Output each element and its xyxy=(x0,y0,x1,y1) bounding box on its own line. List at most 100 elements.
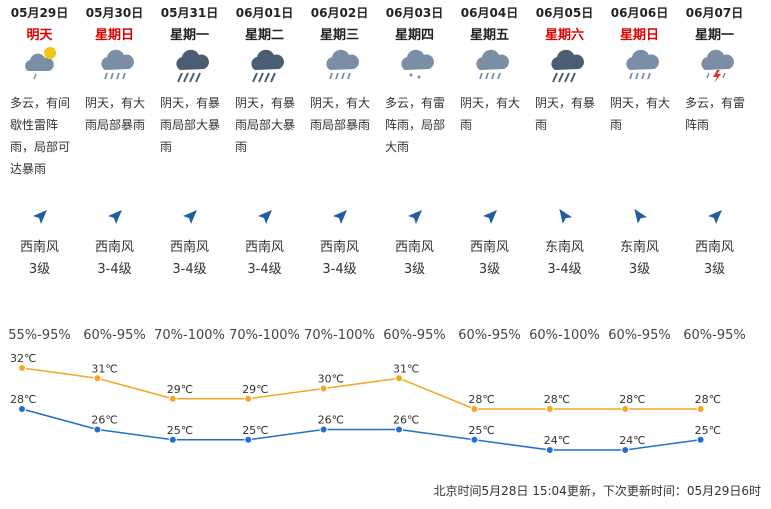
date-label: 06月01日 xyxy=(235,6,294,20)
high-temp-label: 28℃ xyxy=(544,393,570,406)
wind-direction: 东南风 xyxy=(544,240,584,255)
low-temp-point xyxy=(696,435,705,444)
humidity-value: 60%-100% xyxy=(529,328,600,343)
wind-level: 3级 xyxy=(403,262,426,277)
humidity-value: 60%-95% xyxy=(83,328,146,343)
low-temp-point xyxy=(395,425,403,434)
heavy-rain-icon xyxy=(97,44,137,84)
low-temp-point xyxy=(93,425,102,434)
low-temp-point xyxy=(168,435,177,444)
low-temp-point xyxy=(244,435,253,444)
wind-direction: 西南风 xyxy=(94,240,134,255)
date-label: 06月05日 xyxy=(535,6,594,20)
high-temp-point xyxy=(621,405,630,413)
high-temp-point xyxy=(319,384,328,393)
weather-description: 阴天，有大雨 xyxy=(460,96,521,132)
low-temp-line xyxy=(21,408,701,451)
wind-level: 3级 xyxy=(478,262,501,277)
low-temp-label: 25℃ xyxy=(167,424,193,437)
humidity-row: 55%-95% 60%-95% 70%-100% 70%-100% 70%-100% 60… xyxy=(0,328,771,348)
wind-direction: 西南风 xyxy=(469,240,509,255)
weekday-label: 星期五 xyxy=(469,28,509,43)
date-label: 06月04日 xyxy=(460,6,519,20)
weekday-label: 星期四 xyxy=(394,28,434,43)
date-label: 06月03日 xyxy=(385,6,444,20)
wind-level: 3-4级 xyxy=(547,262,582,277)
high-temp-label: 29℃ xyxy=(242,383,268,396)
date-label: 05月30日 xyxy=(85,6,144,20)
weather-description: 阴天，有暴雨局部大暴雨 xyxy=(160,96,221,154)
humidity-value: 60%-95% xyxy=(383,328,446,343)
update-text: 北京时间5月28日 15:04更新，下次更新时间：05月29日6时 xyxy=(433,484,761,498)
high-temp-point xyxy=(18,364,26,372)
wind-direction: 西南风 xyxy=(169,240,209,255)
humidity-value: 60%-95% xyxy=(683,328,746,343)
low-temp-label: 25℃ xyxy=(695,424,721,437)
weekday-label: 星期六 xyxy=(544,28,584,43)
high-temp-point xyxy=(93,374,102,383)
day-column: 06月07日 星期一 多云，有雷阵雨 西南风 3级 xyxy=(677,0,752,300)
wind-direction-icon xyxy=(30,207,50,227)
day-column: 05月29日 明天 多云，有间歇性雷阵雨，局部可达暴雨 西南风 3级 xyxy=(2,0,77,300)
high-temp-point xyxy=(395,374,403,383)
wind-direction-icon xyxy=(330,207,350,227)
date-label: 06月02日 xyxy=(310,6,369,20)
low-temp-label: 24℃ xyxy=(544,434,570,447)
humidity-value: 70%-100% xyxy=(304,328,375,343)
date-label: 05月29日 xyxy=(10,6,69,20)
high-temp-point xyxy=(696,405,705,413)
wind-level: 3-4级 xyxy=(97,262,132,277)
weekday-label: 星期一 xyxy=(694,28,734,43)
high-temp-label: 28℃ xyxy=(695,393,721,406)
high-temp-line xyxy=(21,367,701,410)
weekday-label: 星期二 xyxy=(244,28,284,43)
wind-direction: 西南风 xyxy=(394,240,434,255)
weather-description: 阴天，有大雨局部暴雨 xyxy=(85,96,146,132)
low-temp-label: 26℃ xyxy=(318,414,344,427)
weather-description: 阴天，有暴雨局部大暴雨 xyxy=(235,96,296,154)
humidity-value: 70%-100% xyxy=(229,328,300,343)
shower-icon xyxy=(397,44,437,84)
high-temp-label: 31℃ xyxy=(393,362,419,375)
wind-direction: 西南风 xyxy=(244,240,284,255)
wind-direction: 西南风 xyxy=(319,240,359,255)
weekday-label: 星期日 xyxy=(94,28,134,43)
low-temp-point xyxy=(18,405,26,413)
low-temp-label: 25℃ xyxy=(468,424,494,437)
wind-direction-icon xyxy=(555,207,575,227)
heavy-rain-icon xyxy=(322,44,362,84)
weekday-label: 明天 xyxy=(26,28,53,43)
rainstorm-icon xyxy=(547,44,587,84)
low-temp-label: 24℃ xyxy=(619,434,645,447)
high-temp-label: 29℃ xyxy=(167,383,193,396)
day-column: 05月31日 星期一 阴天，有暴雨局部大暴雨 西南风 3-4级 xyxy=(152,0,227,300)
low-temp-point xyxy=(470,435,479,444)
humidity-value: 60%-95% xyxy=(608,328,671,343)
wind-direction-icon xyxy=(405,207,425,227)
wind-level: 3级 xyxy=(628,262,651,277)
high-temp-label: 31℃ xyxy=(91,362,117,375)
low-temp-label: 25℃ xyxy=(242,424,268,437)
wind-level: 3级 xyxy=(703,262,726,277)
heavy-rain-icon xyxy=(472,44,512,84)
high-temp-point xyxy=(545,405,554,413)
day-column: 05月30日 星期日阴天，有大雨局部暴雨西南风 3-4级 xyxy=(77,0,152,300)
wind-level: 3-4级 xyxy=(322,262,357,277)
cloudy-rain-icon xyxy=(22,44,62,84)
wind-level: 3-4级 xyxy=(172,262,207,277)
low-temp-label: 28℃ xyxy=(10,393,36,406)
heavy-rain-icon xyxy=(622,44,662,84)
day-column: 06月02日 星期三 阴天，有大雨局部暴雨 西南风 3-4级 xyxy=(302,0,377,300)
rainstorm-icon xyxy=(247,44,287,84)
high-temp-label: 30℃ xyxy=(318,373,344,386)
low-temp-point xyxy=(319,425,328,434)
day-column: 06月05日 星期六阴天，有暴雨东南风 3-4级 xyxy=(527,0,602,300)
wind-direction: 东南风 xyxy=(619,240,659,255)
weather-description: 阴天，有暴雨 xyxy=(535,96,596,132)
wind-direction-icon xyxy=(255,207,275,227)
humidity-value: 60%-95% xyxy=(458,328,521,343)
weather-description: 阴天，有大雨 xyxy=(610,96,671,132)
wind-direction: 西南风 xyxy=(19,240,59,255)
day-column: 06月06日 星期日 阴天，有大雨 东南风 3级 xyxy=(602,0,677,300)
high-temp-label: 32℃ xyxy=(10,352,36,365)
